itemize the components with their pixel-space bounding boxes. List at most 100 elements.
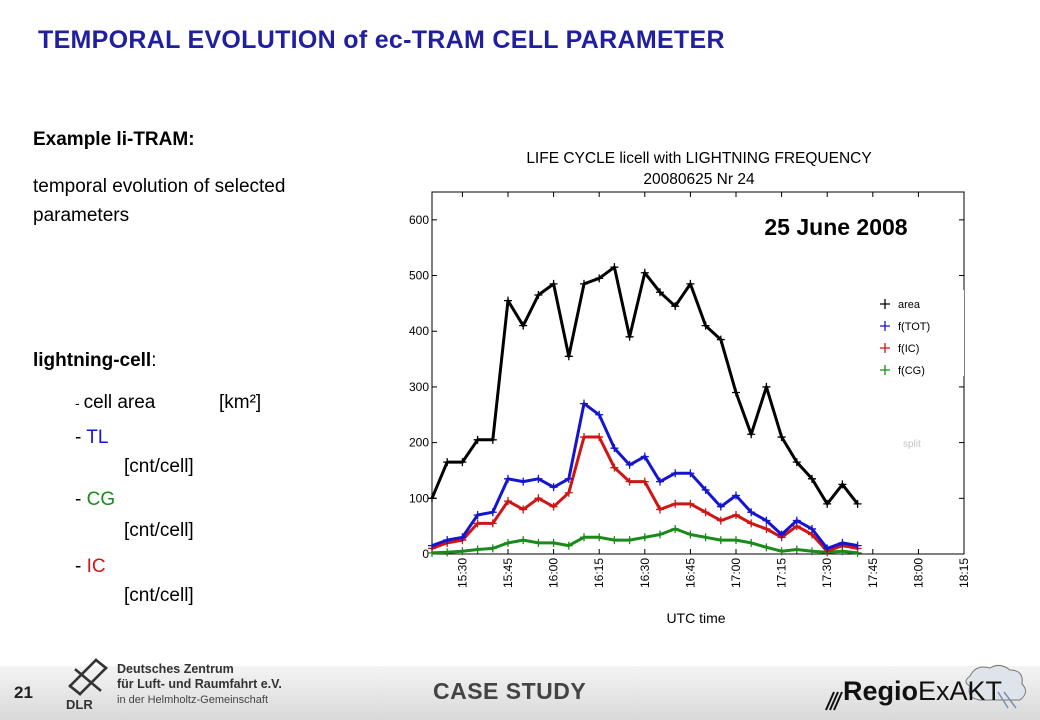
data-point-f(TOT) bbox=[534, 474, 543, 483]
param-unit-cg: [cnt/cell] bbox=[124, 520, 194, 541]
data-point-f(TOT) bbox=[656, 477, 664, 486]
data-point-f(TOT) bbox=[853, 541, 862, 550]
data-point-f(TOT) bbox=[762, 516, 771, 525]
example-heading: Example li-TRAM: bbox=[33, 129, 195, 150]
slide-title: TEMPORAL EVOLUTION of ec-TRAM CELL PARAM… bbox=[38, 26, 725, 54]
param-label: IC bbox=[86, 556, 106, 577]
x-tick-label: 17:15 bbox=[775, 558, 789, 588]
data-point-area bbox=[732, 388, 740, 397]
data-point-area bbox=[656, 288, 664, 297]
x-axis: 15:30 15:45 16:00 16:15 16:30 16:45 17:00 17:15… bbox=[455, 192, 971, 588]
data-point-f(TOT) bbox=[716, 502, 725, 511]
data-point-f(TOT) bbox=[792, 516, 801, 525]
data-point-f(IC) bbox=[564, 488, 573, 497]
data-point-f(CG) bbox=[473, 545, 482, 554]
param-label: TL bbox=[86, 427, 109, 448]
regioexakt-logo-text: RegioExAKT bbox=[843, 676, 1002, 707]
param-label: CG bbox=[86, 489, 116, 510]
x-tick-label: 18:00 bbox=[911, 558, 925, 588]
legend-marker bbox=[880, 365, 890, 375]
data-point-f(TOT) bbox=[823, 544, 832, 553]
data-point-f(IC) bbox=[686, 499, 695, 508]
data-point-f(CG) bbox=[519, 536, 528, 545]
legend-label: f(TOT) bbox=[898, 321, 930, 333]
lightning-cell-heading-text: lightning-cell bbox=[33, 350, 152, 371]
regioexakt-logo-icon bbox=[825, 664, 1026, 711]
legend-label: f(CG) bbox=[898, 365, 925, 377]
data-point-f(TOT) bbox=[838, 538, 847, 547]
data-point-f(CG) bbox=[671, 524, 680, 533]
data-point-f(TOT) bbox=[701, 485, 710, 494]
chart-subtitle: 20080625 Nr 24 bbox=[643, 171, 755, 188]
data-point-f(TOT) bbox=[488, 508, 497, 517]
data-point-area bbox=[458, 458, 467, 467]
data-point-f(CG) bbox=[640, 533, 649, 542]
data-point-f(IC) bbox=[595, 433, 604, 442]
param-dash: - bbox=[75, 556, 87, 577]
y-tick-label: 300 bbox=[409, 380, 429, 394]
data-point-f(TOT) bbox=[549, 483, 558, 492]
data-point-area bbox=[808, 474, 816, 483]
data-point-f(CG) bbox=[504, 538, 512, 547]
data-point-f(CG) bbox=[564, 541, 573, 550]
dlr-abbrev: DLR bbox=[66, 697, 93, 712]
data-point-f(IC) bbox=[656, 505, 664, 514]
data-point-f(CG) bbox=[777, 547, 786, 556]
data-point-f(TOT) bbox=[747, 508, 756, 517]
param-item-cell-area: - cell area bbox=[75, 392, 155, 414]
y-axis: 0 100 200 300 400 500 600 bbox=[409, 213, 964, 561]
data-point-area bbox=[564, 352, 573, 361]
data-point-area bbox=[549, 279, 558, 288]
series-line-area bbox=[430, 265, 859, 506]
data-point-area bbox=[747, 430, 756, 439]
y-tick-label: 100 bbox=[409, 491, 429, 505]
data-point-f(TOT) bbox=[595, 410, 604, 419]
data-point-area bbox=[595, 274, 604, 283]
date-annotation: 25 June 2008 bbox=[764, 214, 907, 240]
data-point-area bbox=[792, 458, 801, 467]
param-dash: - bbox=[75, 489, 87, 510]
data-point-f(CG) bbox=[762, 543, 771, 552]
footer-label: CASE STUDY bbox=[433, 678, 587, 704]
x-tick-label: 15:30 bbox=[455, 558, 469, 588]
data-point-f(TOT) bbox=[625, 460, 634, 469]
x-tick-label: 15:45 bbox=[501, 558, 515, 588]
dlr-name: Deutsches Zentrum für Luft- und Raumfahr… bbox=[117, 662, 282, 692]
data-point-f(TOT) bbox=[458, 533, 467, 542]
data-point-area bbox=[504, 296, 512, 305]
data-point-f(CG) bbox=[732, 536, 740, 545]
legend-label: area bbox=[898, 299, 921, 311]
data-point-area bbox=[716, 335, 725, 344]
data-point-area bbox=[428, 494, 436, 503]
y-tick-label: 600 bbox=[409, 213, 429, 227]
data-point-f(CG) bbox=[488, 544, 497, 553]
data-point-f(CG) bbox=[701, 533, 710, 542]
x-tick-label: 16:30 bbox=[638, 558, 652, 588]
life-cycle-chart: LIFE CYCLE licell with LIGHTNING FREQUEN… bbox=[409, 150, 971, 626]
chart-title: LIFE CYCLE licell with LIGHTNING FREQUEN… bbox=[526, 150, 871, 167]
param-unit-tl: [cnt/cell] bbox=[124, 456, 194, 477]
data-point-f(TOT) bbox=[519, 477, 528, 486]
data-point-f(CG) bbox=[595, 533, 604, 542]
data-point-f(IC) bbox=[747, 519, 756, 528]
param-item-ic: - IC bbox=[75, 556, 106, 578]
legend-label: f(IC) bbox=[898, 343, 919, 355]
y-tick-label: 500 bbox=[409, 269, 429, 283]
y-tick-label: 400 bbox=[409, 324, 429, 338]
data-point-f(CG) bbox=[625, 536, 634, 545]
param-item-tl: - TL bbox=[75, 427, 108, 449]
data-point-f(CG) bbox=[686, 530, 695, 539]
param-item-cg: - CG bbox=[75, 489, 115, 511]
data-point-f(IC) bbox=[671, 499, 680, 508]
data-point-area bbox=[534, 291, 543, 300]
data-point-f(TOT) bbox=[580, 399, 588, 408]
param-unit-ic: [cnt/cell] bbox=[124, 585, 194, 606]
data-point-f(CG) bbox=[808, 547, 816, 556]
legend-marker bbox=[880, 321, 890, 331]
data-point-f(CG) bbox=[443, 548, 452, 557]
data-point-f(TOT) bbox=[443, 536, 452, 545]
page-number: 21 bbox=[14, 683, 33, 702]
legend: area f(TOT) f(IC) f(CG) bbox=[880, 299, 930, 377]
data-point-f(IC) bbox=[732, 511, 740, 520]
x-tick-label: 17:45 bbox=[866, 558, 880, 588]
